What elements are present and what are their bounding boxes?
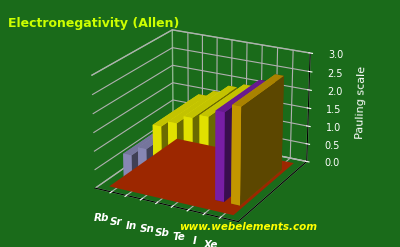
Text: Electronegativity (Allen): Electronegativity (Allen)	[8, 17, 179, 30]
Text: www.webelements.com: www.webelements.com	[179, 222, 317, 232]
